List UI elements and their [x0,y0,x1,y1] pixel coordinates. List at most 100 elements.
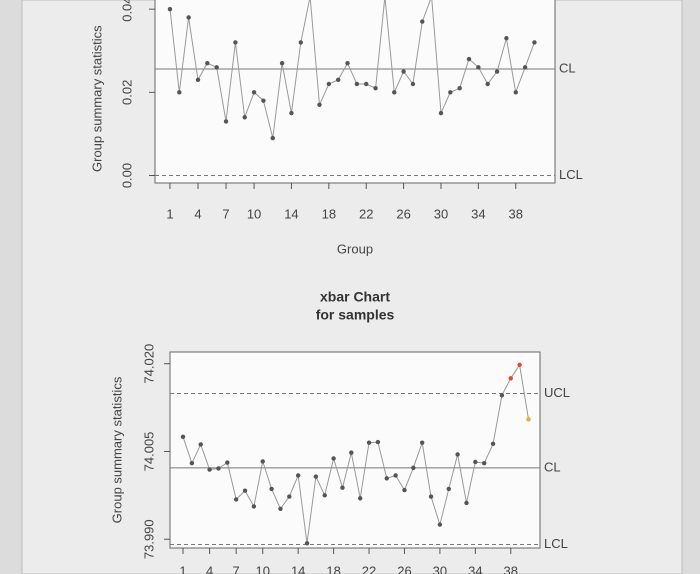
data-point [457,85,462,91]
x-tick-label: 10 [247,206,261,221]
x-tick-label: 4 [194,206,201,221]
data-point [180,434,186,440]
data-point [223,119,229,124]
x-tick-label: 18 [322,206,336,221]
x-tick-label: 34 [471,206,485,221]
series-line [169,0,535,139]
data-point [366,440,372,445]
data-point [402,487,407,493]
data-point [331,456,336,461]
data-point [335,77,341,83]
data-point [485,81,490,87]
data-point [322,493,327,498]
data-point [195,77,201,83]
data-point [279,61,285,66]
x-tick-label: 10 [256,563,270,574]
y-tick-label: 0.02 [119,80,134,105]
data-point [393,473,398,478]
data-point [295,473,301,478]
data-point [233,497,239,502]
x-tick-label: 4 [206,563,213,574]
data-point [464,500,469,506]
data-point [419,440,425,445]
data-point [189,460,195,466]
data-point [270,135,275,141]
data-point [304,541,310,546]
chart-title: xbar Chart [320,289,390,305]
y-tick-label: 73.990 [141,519,156,559]
data-point [455,452,460,457]
data-point [494,69,500,74]
x-tick-label: 30 [434,206,448,221]
data-point [349,450,354,455]
data-point [438,110,444,116]
data-point [167,6,173,12]
series-line [182,363,529,544]
data-point [499,393,505,398]
control-limit-label: LCL [544,536,568,551]
data-point [242,115,247,120]
data-point [313,474,319,479]
x-tick-label: 38 [504,563,518,574]
control-limit-label: CL [544,459,561,474]
y-tick-label: 74.005 [141,432,156,472]
data-point [504,36,509,41]
data-point [261,98,266,103]
x-tick-label: 22 [359,206,373,221]
x-tick-label: 7 [222,206,229,221]
x-tick-label: 18 [326,563,340,574]
data-point [476,65,481,70]
data-point [420,19,425,24]
x-tick-label: 14 [284,206,298,221]
data-point [375,439,381,445]
x-tick-label: 1 [166,206,173,221]
data-point [278,506,283,511]
data-point [269,486,274,492]
data-point [513,90,518,95]
y-tick-label: 0.00 [119,163,134,188]
data-point [345,61,350,66]
y-axis-label: Group summary statistics [109,376,124,523]
data-point [205,61,210,66]
x-tick-label: 26 [397,563,411,574]
data-point [251,504,257,509]
data-point [410,81,416,87]
y-tick-label: 74.020 [141,344,156,384]
data-point [287,494,292,499]
x-tick-label: 1 [179,563,186,574]
data-point [289,110,294,116]
data-point [392,90,397,95]
plot-area [154,0,556,184]
data-point [214,65,219,70]
data-point [508,376,513,381]
data-point [198,442,203,447]
data-point [298,40,303,45]
data-point [225,460,230,465]
y-tick-label: 0.04 [119,0,134,22]
data-point [446,486,451,492]
data-point [473,459,478,465]
data-point [242,488,248,493]
data-point [357,496,363,501]
x-tick-label: 22 [362,563,376,574]
data-point [340,485,345,490]
data-point [526,417,531,422]
x-tick-label: 30 [433,563,447,574]
data-point [354,81,360,87]
data-point [401,69,406,74]
data-point [517,362,522,368]
data-point [326,81,332,87]
y-axis-label: Group summary statistics [89,25,104,172]
data-point [317,102,322,108]
x-axis-label: Group [337,241,373,256]
data-point [532,40,537,45]
data-point [373,85,378,91]
data-point [251,90,257,95]
x-tick-label: 38 [509,206,523,221]
data-point [490,441,496,447]
control-limit-label: UCL [544,385,570,400]
x-tick-label: 7 [233,563,240,574]
data-point [437,522,443,527]
x-tick-label: 26 [396,206,410,221]
